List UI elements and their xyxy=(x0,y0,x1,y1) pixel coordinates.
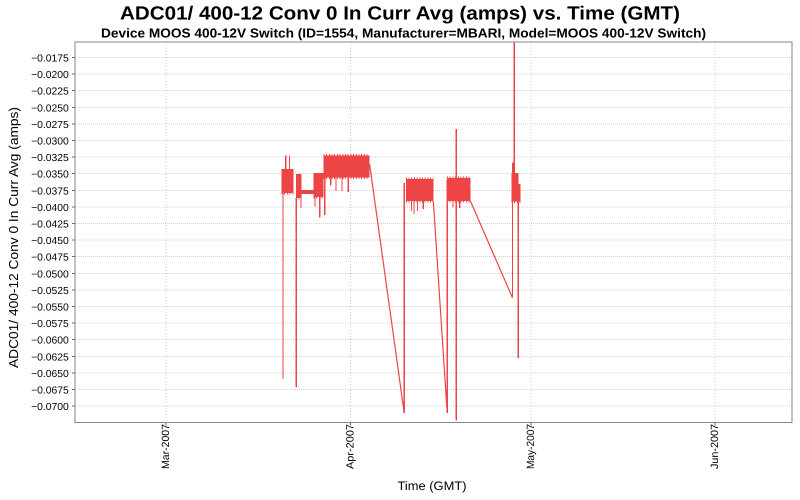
svg-text:Mar-2007: Mar-2007 xyxy=(160,424,172,469)
svg-text:−0.0575: −0.0575 xyxy=(31,319,69,330)
svg-text:−0.0675: −0.0675 xyxy=(31,386,69,397)
svg-text:−0.0500: −0.0500 xyxy=(31,269,69,280)
svg-text:−0.0225: −0.0225 xyxy=(31,87,69,98)
svg-text:−0.0650: −0.0650 xyxy=(31,369,69,380)
svg-text:−0.0425: −0.0425 xyxy=(31,220,69,231)
svg-text:Time (GMT): Time (GMT) xyxy=(398,479,467,493)
svg-text:−0.0550: −0.0550 xyxy=(31,303,69,314)
svg-text:−0.0475: −0.0475 xyxy=(31,253,69,264)
svg-text:−0.0350: −0.0350 xyxy=(31,170,69,181)
svg-text:−0.0600: −0.0600 xyxy=(31,336,69,347)
svg-text:Device MOOS 400-12V Switch (ID: Device MOOS 400-12V Switch (ID=1554, Man… xyxy=(101,25,706,40)
svg-text:−0.0525: −0.0525 xyxy=(31,286,69,297)
svg-text:May-2007: May-2007 xyxy=(525,424,537,469)
svg-text:−0.0625: −0.0625 xyxy=(31,352,69,363)
svg-text:Jun-2007: Jun-2007 xyxy=(709,424,721,469)
svg-text:−0.0300: −0.0300 xyxy=(31,137,69,148)
svg-text:−0.0250: −0.0250 xyxy=(31,103,69,114)
svg-text:−0.0200: −0.0200 xyxy=(31,70,69,81)
svg-text:Apr-2007: Apr-2007 xyxy=(344,424,356,469)
svg-text:−0.0400: −0.0400 xyxy=(31,203,69,214)
svg-text:ADC01/ 400-12 Conv 0 In Curr A: ADC01/ 400-12 Conv 0 In Curr Avg (amps) xyxy=(6,107,21,368)
svg-text:−0.0450: −0.0450 xyxy=(31,236,69,247)
svg-text:−0.0375: −0.0375 xyxy=(31,186,69,197)
svg-text:−0.0325: −0.0325 xyxy=(31,153,69,164)
svg-text:ADC01/ 400-12 Conv 0 In Curr A: ADC01/ 400-12 Conv 0 In Curr Avg (amps) … xyxy=(120,4,680,25)
svg-text:−0.0275: −0.0275 xyxy=(31,120,69,131)
svg-text:−0.0700: −0.0700 xyxy=(31,402,69,413)
svg-text:−0.0175: −0.0175 xyxy=(31,54,69,65)
